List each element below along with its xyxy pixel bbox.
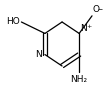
Text: HO: HO — [7, 17, 20, 26]
Text: N: N — [80, 24, 87, 33]
Text: NH₂: NH₂ — [71, 75, 88, 84]
Text: O: O — [92, 5, 99, 14]
Text: −: − — [97, 6, 103, 11]
Text: +: + — [86, 24, 91, 29]
Text: N: N — [35, 50, 42, 59]
